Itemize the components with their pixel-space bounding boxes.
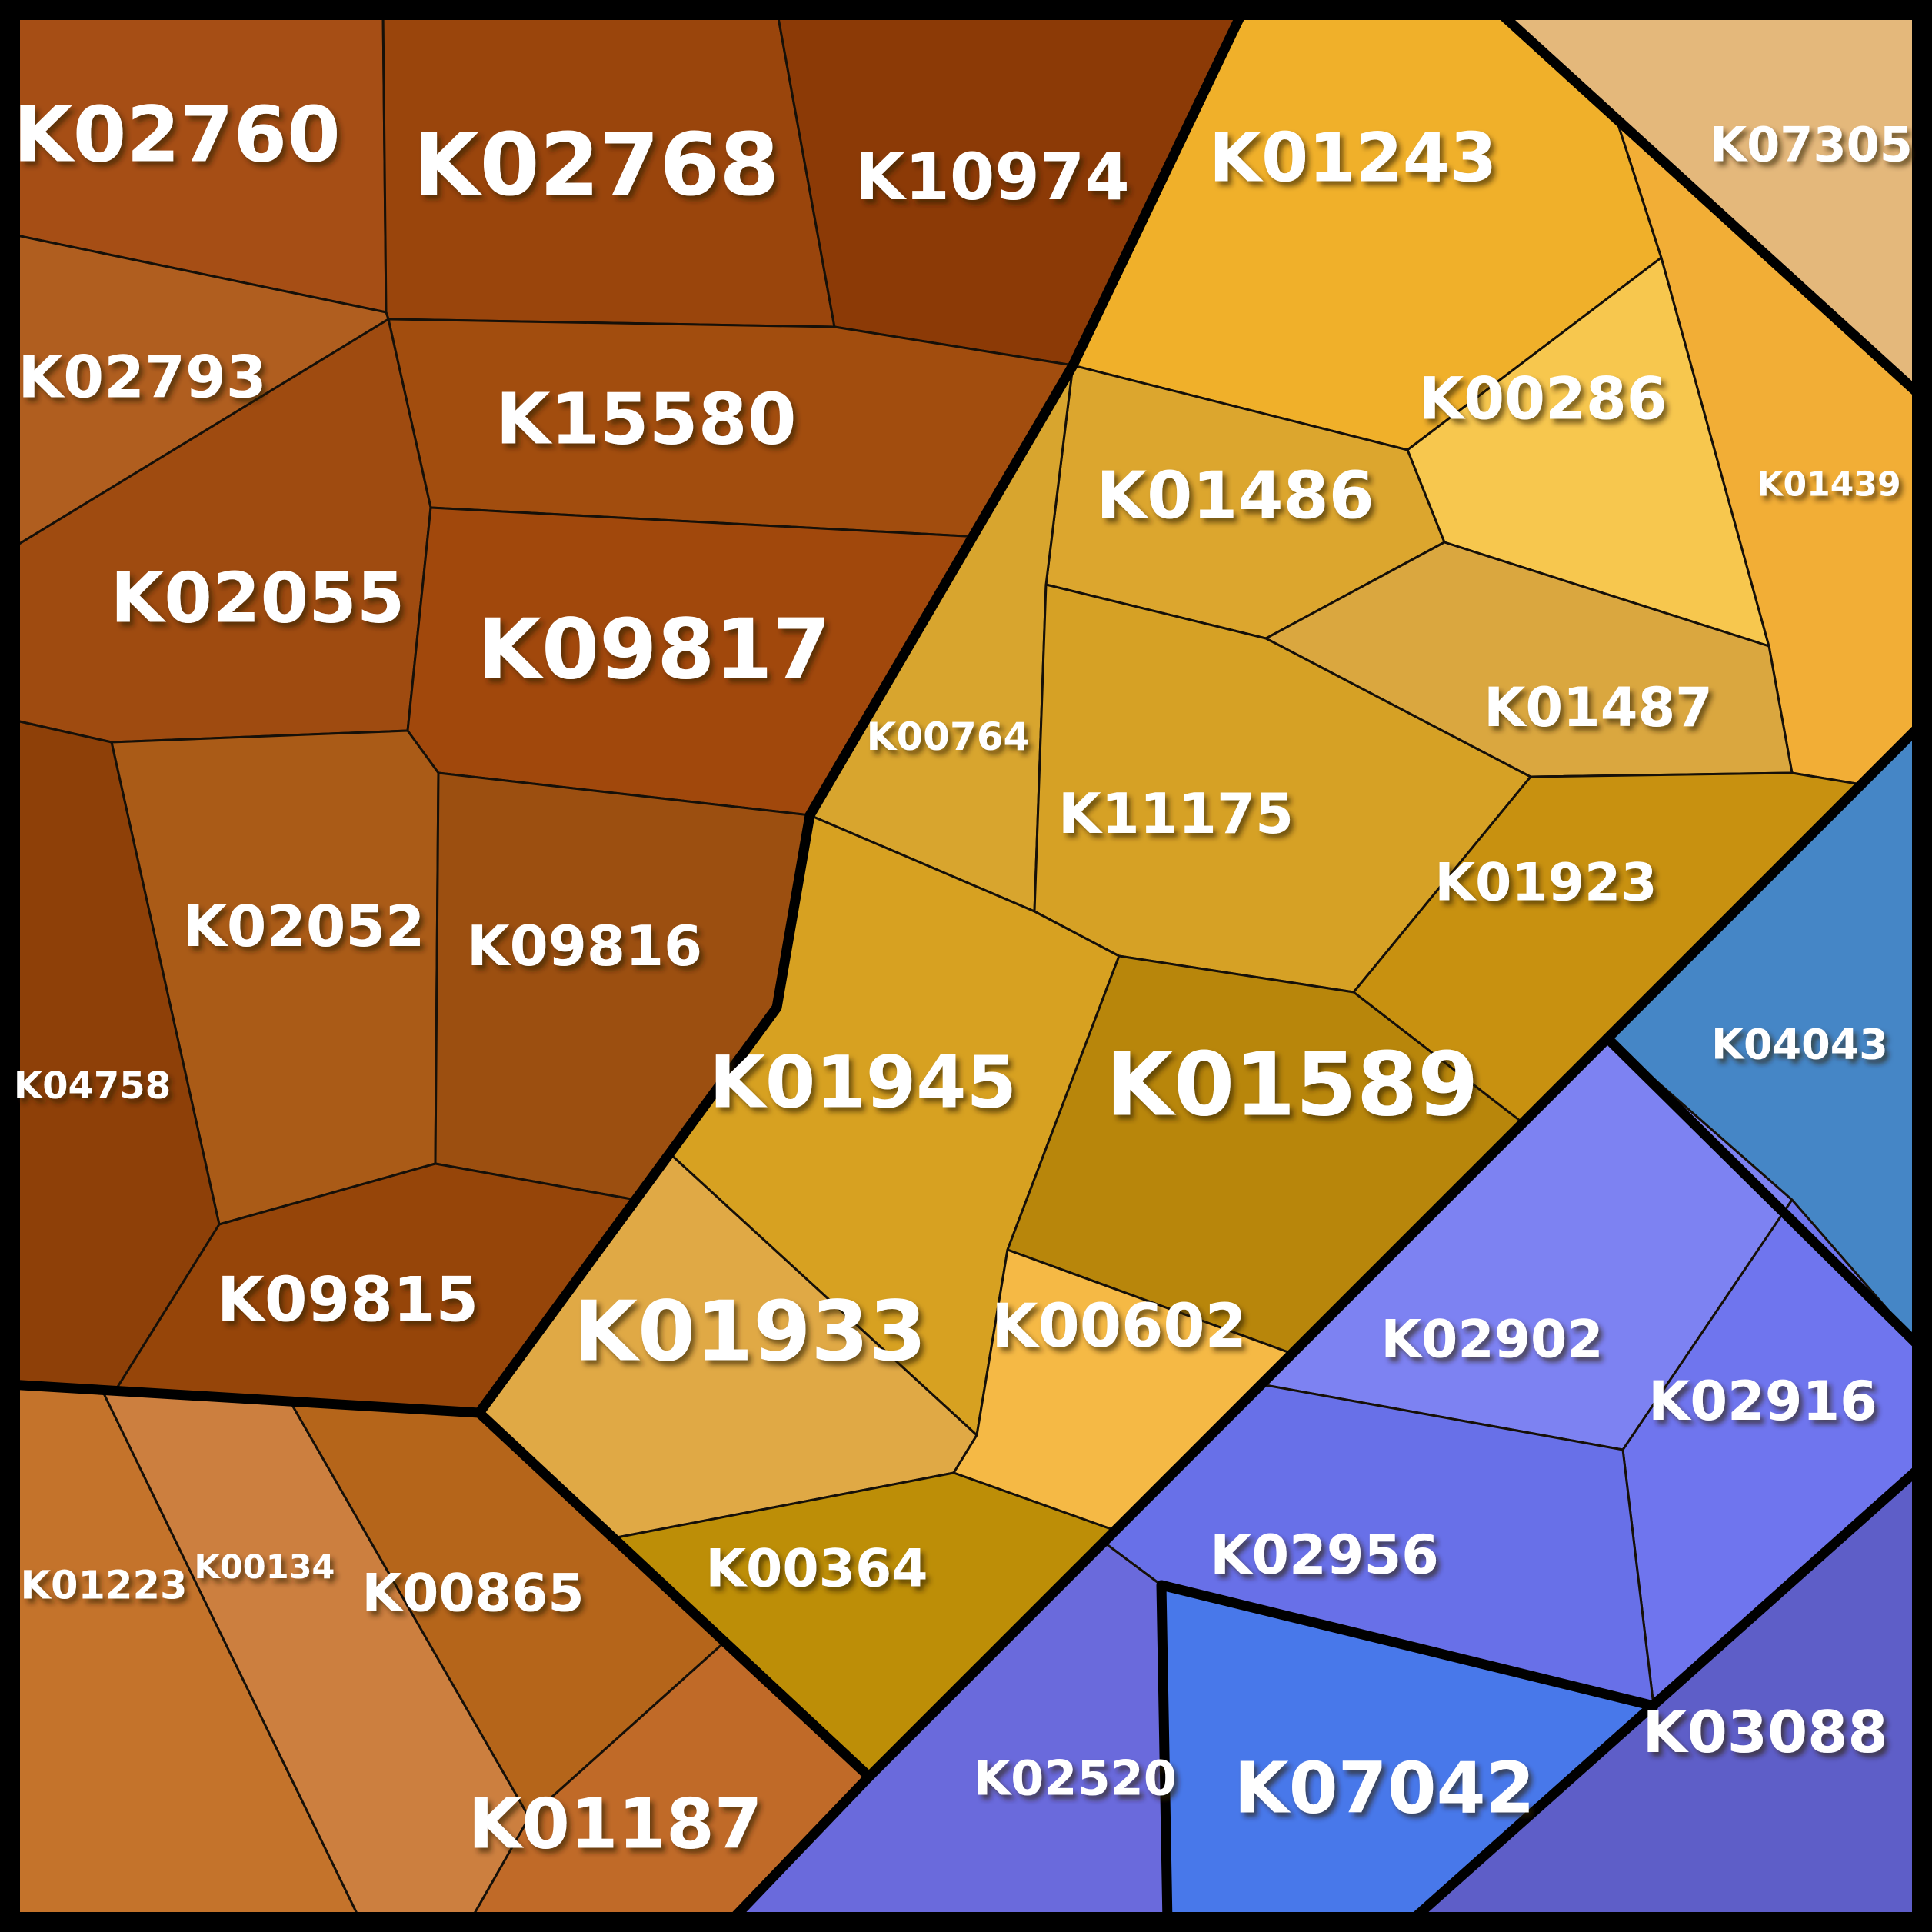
cell-label-K01439: K01439 bbox=[1757, 465, 1900, 505]
cell-label-K09817: K09817 bbox=[477, 602, 830, 698]
cell-label-K04043: K04043 bbox=[1711, 1021, 1888, 1069]
cell-label-K09816: K09816 bbox=[467, 914, 702, 978]
cell-label-K04758: K04758 bbox=[14, 1064, 171, 1108]
boundary-gold-blue bbox=[864, 718, 1928, 1782]
cell-label-K02916: K02916 bbox=[1648, 1370, 1877, 1433]
boundary-orange-gold bbox=[474, 1407, 874, 1782]
cell-label-K02520: K02520 bbox=[974, 1750, 1177, 1807]
cell-label-K01589: K01589 bbox=[1106, 1034, 1479, 1136]
cell-label-K00134: K00134 bbox=[195, 1548, 335, 1587]
boundary-brown-orange bbox=[4, 1379, 485, 1418]
cell-label-K00865: K00865 bbox=[361, 1564, 584, 1624]
cell-label-K01243: K01243 bbox=[1209, 118, 1497, 198]
boundary-k04043-blue bbox=[1602, 1033, 1928, 1355]
cell-label-K02052: K02052 bbox=[183, 894, 425, 960]
cell-label-K02902: K02902 bbox=[1381, 1310, 1603, 1371]
cell-label-K01486: K01486 bbox=[1096, 458, 1374, 535]
cell-label-K01223: K01223 bbox=[21, 1564, 188, 1609]
cell-label-K07305: K07305 bbox=[1710, 117, 1913, 173]
group-boundaries-layer bbox=[4, 4, 1928, 1928]
cell-label-K11175: K11175 bbox=[1058, 781, 1294, 846]
cell-label-K00286: K00286 bbox=[1418, 365, 1667, 433]
cell-label-K02055: K02055 bbox=[111, 558, 405, 639]
cell-label-K15580: K15580 bbox=[495, 378, 796, 461]
boundary-orange-blue bbox=[724, 1771, 874, 1928]
boundary-brown-gold bbox=[474, 4, 1249, 1418]
cell-label-K03088: K03088 bbox=[1642, 1698, 1887, 1766]
boundary-gold-tan bbox=[1491, 4, 1928, 403]
labels-layer: K02760 K02768 K10974 K02793 K15580 K02055 K098… bbox=[13, 90, 1913, 1865]
cell-label-K01187: K01187 bbox=[468, 1784, 763, 1865]
cell-label-K01487: K01487 bbox=[1484, 676, 1713, 739]
cell-label-K02956: K02956 bbox=[1210, 1524, 1439, 1587]
cells-layer bbox=[8, 8, 1924, 1924]
cell-label-K02768: K02768 bbox=[413, 115, 779, 215]
cell-label-K02760: K02760 bbox=[13, 90, 340, 180]
cell-label-K01923: K01923 bbox=[1434, 853, 1657, 914]
boundary-k03088-blue bbox=[1404, 1460, 1928, 1928]
cell-label-K09815: K09815 bbox=[217, 1264, 478, 1336]
cell-label-K00764: K00764 bbox=[867, 715, 1031, 759]
boundary-k07042-blue bbox=[1156, 1580, 1659, 1928]
cell-label-K01933: K01933 bbox=[573, 1284, 926, 1381]
cell-label-K02793: K02793 bbox=[18, 343, 266, 411]
cell-label-K01945: K01945 bbox=[709, 1041, 1017, 1125]
cell-label-K07042: K07042 bbox=[1234, 1747, 1534, 1830]
cell-label-K00364: K00364 bbox=[705, 1539, 928, 1600]
cell-label-K10974: K10974 bbox=[854, 139, 1129, 215]
cell-label-K00602: K00602 bbox=[991, 1292, 1247, 1361]
